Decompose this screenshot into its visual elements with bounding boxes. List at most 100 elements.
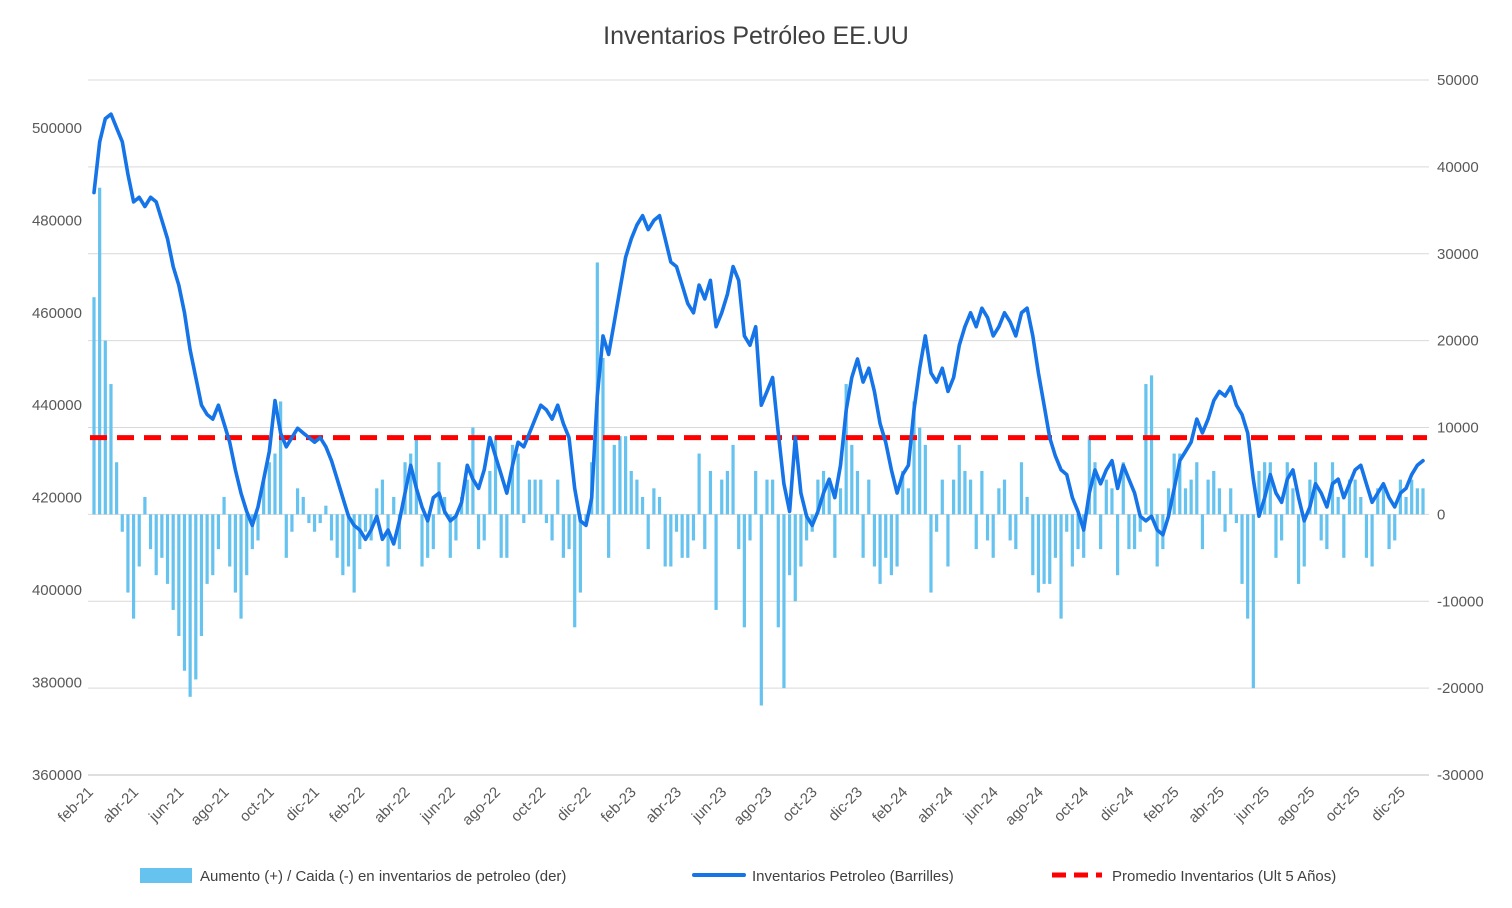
bar [1257,470,1261,515]
bar [1144,384,1148,515]
bar [1082,514,1086,558]
bar [471,427,475,515]
bar [968,479,973,515]
bar [1019,462,1024,515]
bar [1410,479,1414,515]
bar [708,470,713,515]
bar [245,514,249,576]
right-axis-label: 30000 [1437,246,1479,263]
bar [1376,488,1380,515]
bar [720,479,724,515]
bar [250,514,254,550]
bar [889,514,893,576]
bar [228,514,232,567]
left-axis-label: 440000 [32,397,82,414]
bar [940,479,944,515]
bar [550,514,554,541]
line-series [92,112,1425,546]
x-axis-label: jun-25 [1231,784,1273,826]
bar [148,514,153,550]
bar [154,514,158,576]
bar [482,514,486,541]
bar [1393,514,1397,541]
bar [1387,514,1391,550]
bar [290,514,294,532]
x-axis-label: jun-24 [959,784,1001,826]
bar [131,514,136,619]
x-axis-label: dic-24 [1096,784,1137,825]
bar [737,514,741,550]
bar [1059,514,1063,619]
bar [527,479,532,515]
bar [923,444,927,515]
bar [165,514,170,584]
bar [1217,488,1222,515]
bar [669,514,673,567]
bar [861,514,865,558]
left-axis-label: 380000 [32,675,82,692]
bar [895,514,899,567]
bar [188,514,192,697]
bar [624,436,628,515]
bar [1308,479,1312,515]
bar [137,514,141,567]
x-axis-label: abr-23 [642,784,685,827]
left-axis-label: 400000 [32,582,82,599]
bar [788,514,792,576]
bar [1212,470,1216,515]
bar [872,514,877,567]
bar [1121,462,1125,515]
bar [929,514,933,593]
bar [1014,514,1018,550]
bar [680,514,684,558]
bar [109,384,113,515]
bar [1291,488,1295,515]
bar [985,514,990,541]
bar [488,470,492,515]
bar [867,479,871,515]
bar [1285,462,1289,515]
bar [1093,462,1097,515]
bar [1116,514,1120,576]
bar [918,427,922,515]
bar [799,514,803,567]
bar [301,497,305,515]
bar [1296,514,1301,584]
bar [352,514,356,593]
right-axis-label: -30000 [1437,767,1484,784]
x-axis-label: feb-23 [598,784,640,826]
bar [1042,514,1046,584]
bar [222,497,226,515]
bar [522,514,526,524]
bar [335,514,339,558]
bar [182,514,187,671]
bar [454,514,458,541]
legend-line-label: Inventarios Petroleo (Barrilles) [752,868,954,885]
bar [686,514,690,558]
bar [267,462,271,515]
bar [341,514,345,576]
bar [674,514,679,532]
bar [1178,453,1182,515]
bar [1183,488,1188,515]
bar [420,514,424,567]
right-axis-label: 10000 [1437,420,1479,437]
right-axis-label: 20000 [1437,333,1479,350]
bar [1268,462,1272,515]
x-axis-label: dic-22 [554,784,595,825]
bar [646,514,650,550]
bar [561,514,565,558]
bar [1070,514,1074,567]
bar [793,514,797,602]
bar [827,479,831,515]
bar [1415,488,1419,515]
bar [1234,514,1238,524]
bar [1036,514,1041,593]
x-axis-label: dic-21 [282,784,323,825]
bar [691,514,696,541]
bar [324,505,328,515]
bar [120,514,124,532]
bar [906,488,910,515]
bar [279,401,283,515]
bar [211,514,215,576]
